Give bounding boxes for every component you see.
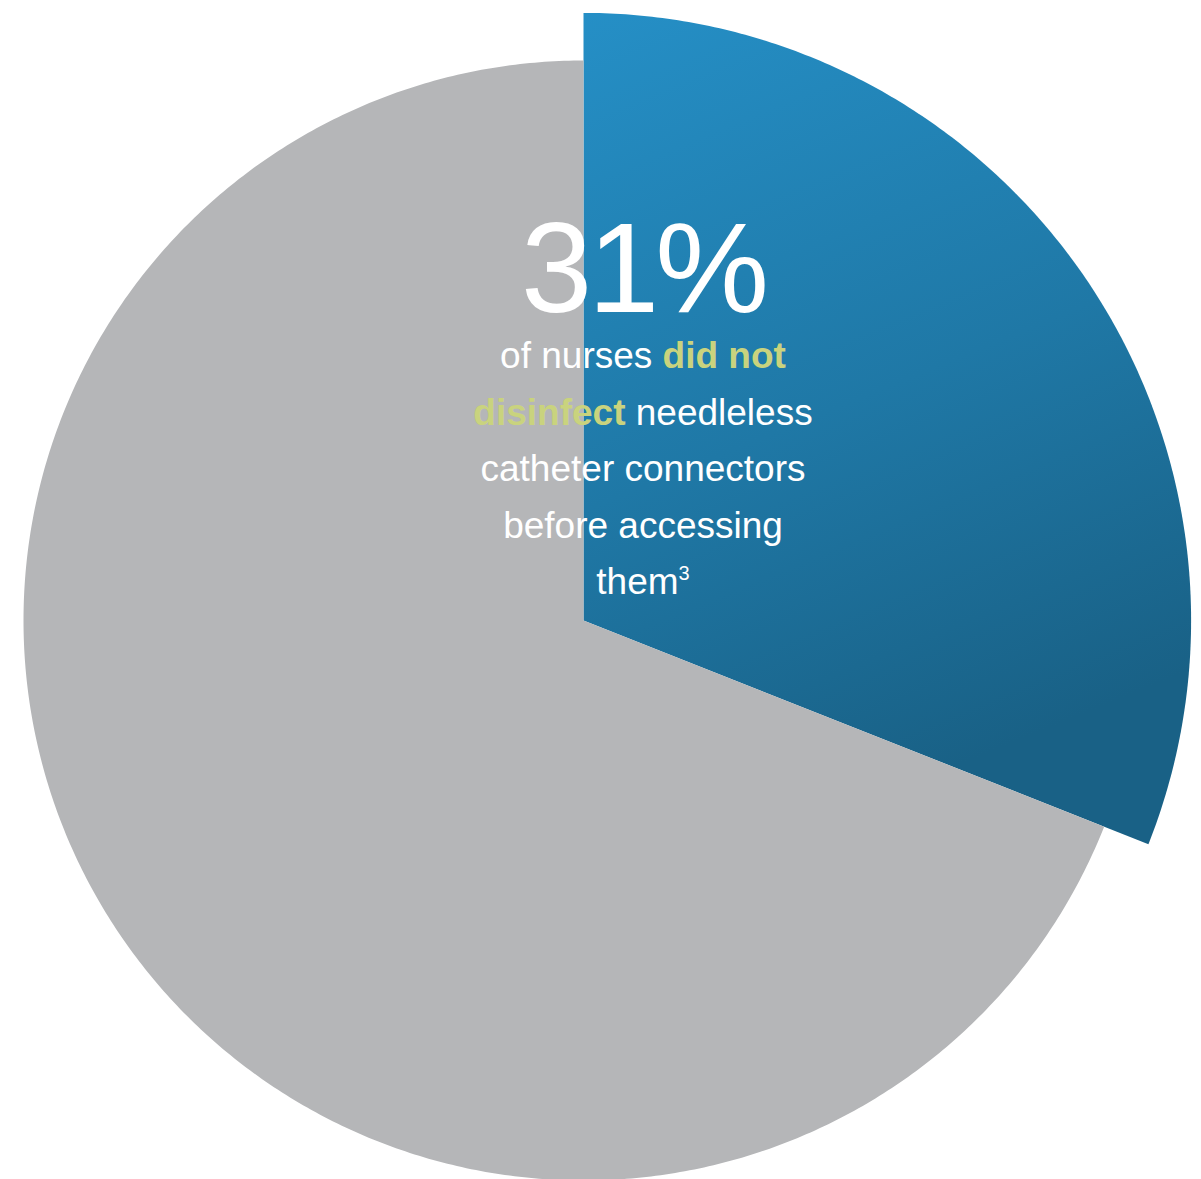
svg-text:disinfect needleless: disinfect needleless	[473, 392, 812, 433]
svg-text:of nurses did not: of nurses did not	[500, 335, 786, 376]
svg-text:before accessing: before accessing	[503, 505, 783, 546]
svg-text:31%: 31%	[521, 196, 765, 339]
svg-text:catheter connectors: catheter connectors	[481, 448, 806, 489]
svg-text:them3: them3	[596, 561, 689, 602]
